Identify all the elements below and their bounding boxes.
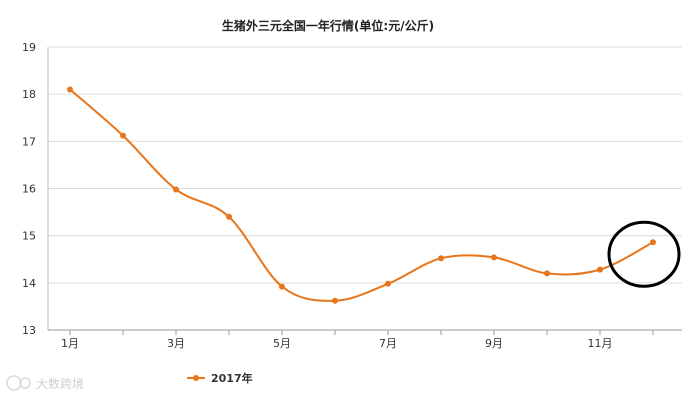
watermark: 大数跨境 [6, 375, 84, 391]
x-tick-label: 1月 [61, 337, 79, 350]
data-point [491, 254, 497, 261]
annotation-circle [607, 220, 681, 288]
x-tick-label: 11月 [588, 337, 613, 350]
data-point [438, 255, 444, 262]
data-point [385, 280, 391, 287]
data-point [279, 283, 285, 290]
data-point [120, 132, 126, 139]
axes [47, 47, 682, 335]
y-tick-label: 18 [22, 88, 36, 101]
y-tick-label: 13 [22, 324, 36, 337]
x-tick-label: 3月 [167, 337, 185, 350]
grid-lines [48, 46, 682, 284]
x-tick-label: 7月 [379, 337, 397, 350]
x-tick-label: 9月 [485, 337, 503, 350]
y-tick-label: 17 [22, 135, 36, 148]
chart-title: 生猪外三元全国一年行情(单位:元/公斤) [222, 18, 434, 33]
legend[interactable]: 2017年 [187, 371, 253, 385]
data-point [597, 266, 603, 273]
x-tick-label: 5月 [273, 337, 291, 350]
legend-marker [193, 375, 199, 381]
y-tick-label: 15 [22, 230, 36, 243]
data-point [173, 186, 179, 193]
y-tick-label: 19 [22, 41, 36, 54]
data-point [544, 270, 550, 277]
data-point [67, 86, 73, 93]
y-tick-labels: 13 14 15 16 17 18 19 [22, 41, 36, 337]
series-layer [67, 86, 656, 304]
data-point [332, 297, 338, 304]
watermark-text: 大数跨境 [36, 376, 84, 391]
data-point [226, 213, 232, 220]
y-tick-label: 16 [22, 183, 36, 196]
watermark-logo-icon [6, 375, 31, 391]
series-line [69, 88, 654, 302]
annotation-layer [607, 220, 681, 288]
x-tick-labels: 1月 3月 5月 7月 9月 11月 [61, 337, 613, 350]
data-point [650, 239, 656, 246]
y-tick-label: 14 [22, 277, 36, 290]
legend-label: 2017年 [211, 371, 253, 385]
